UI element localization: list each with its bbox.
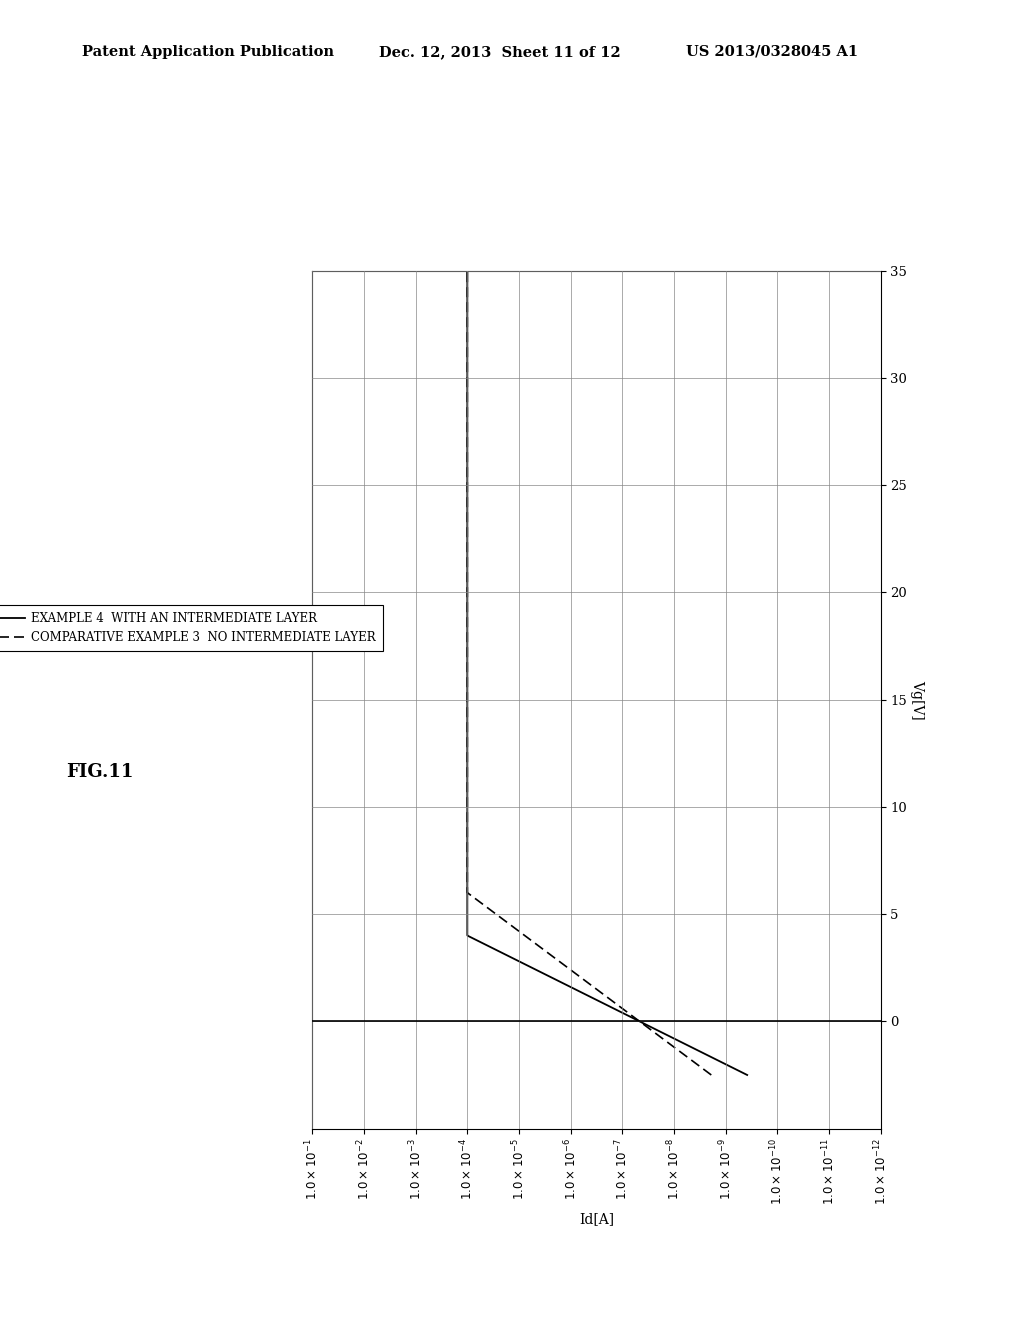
EXAMPLE 4  WITH AN INTERMEDIATE LAYER bbox=[461, 242, 473, 257]
COMPARATIVE EXAMPLE 3  NO INTERMEDIATE LAYER bbox=[461, 665, 473, 681]
Text: Patent Application Publication: Patent Application Publication bbox=[82, 45, 334, 59]
COMPARATIVE EXAMPLE 3  NO INTERMEDIATE LAYER bbox=[461, 242, 473, 257]
Line: COMPARATIVE EXAMPLE 3  NO INTERMEDIATE LAYER: COMPARATIVE EXAMPLE 3 NO INTERMEDIATE LA… bbox=[467, 249, 712, 1074]
COMPARATIVE EXAMPLE 3  NO INTERMEDIATE LAYER bbox=[649, 1024, 662, 1040]
COMPARATIVE EXAMPLE 3  NO INTERMEDIATE LAYER bbox=[706, 1067, 718, 1082]
COMPARATIVE EXAMPLE 3  NO INTERMEDIATE LAYER bbox=[461, 265, 473, 281]
Line: EXAMPLE 4  WITH AN INTERMEDIATE LAYER: EXAMPLE 4 WITH AN INTERMEDIATE LAYER bbox=[467, 249, 748, 1074]
EXAMPLE 4  WITH AN INTERMEDIATE LAYER bbox=[461, 265, 473, 281]
COMPARATIVE EXAMPLE 3  NO INTERMEDIATE LAYER bbox=[461, 417, 473, 433]
EXAMPLE 4  WITH AN INTERMEDIATE LAYER bbox=[461, 665, 473, 681]
Legend: EXAMPLE 4  WITH AN INTERMEDIATE LAYER, COMPARATIVE EXAMPLE 3  NO INTERMEDIATE LA: EXAMPLE 4 WITH AN INTERMEDIATE LAYER, CO… bbox=[0, 605, 383, 651]
EXAMPLE 4  WITH AN INTERMEDIATE LAYER bbox=[461, 688, 473, 704]
Y-axis label: Vg[V]: Vg[V] bbox=[910, 680, 924, 719]
Text: FIG.11: FIG.11 bbox=[67, 763, 134, 781]
Text: US 2013/0328045 A1: US 2013/0328045 A1 bbox=[686, 45, 858, 59]
X-axis label: Id[A]: Id[A] bbox=[579, 1212, 614, 1226]
Text: Dec. 12, 2013  Sheet 11 of 12: Dec. 12, 2013 Sheet 11 of 12 bbox=[379, 45, 621, 59]
EXAMPLE 4  WITH AN INTERMEDIATE LAYER bbox=[461, 265, 473, 281]
COMPARATIVE EXAMPLE 3  NO INTERMEDIATE LAYER bbox=[461, 265, 473, 281]
COMPARATIVE EXAMPLE 3  NO INTERMEDIATE LAYER bbox=[461, 688, 473, 704]
EXAMPLE 4  WITH AN INTERMEDIATE LAYER bbox=[741, 1067, 754, 1082]
EXAMPLE 4  WITH AN INTERMEDIATE LAYER bbox=[461, 417, 473, 433]
EXAMPLE 4  WITH AN INTERMEDIATE LAYER bbox=[656, 1024, 669, 1040]
